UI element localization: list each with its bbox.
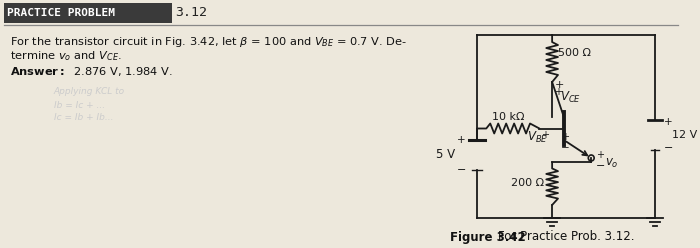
Text: 3.12: 3.12 — [175, 6, 207, 20]
Text: Applying KCL to: Applying KCL to — [54, 88, 125, 96]
Text: −: − — [456, 165, 466, 175]
Text: +: + — [596, 150, 604, 160]
Text: −: − — [596, 161, 606, 171]
Text: 500 Ω: 500 Ω — [558, 49, 591, 59]
Text: +: + — [554, 87, 562, 97]
Text: PRACTICE PROBLEM: PRACTICE PROBLEM — [7, 8, 115, 19]
Bar — [4, 3, 172, 23]
Text: −: − — [664, 143, 673, 153]
Text: For the transistor circuit in Fig. 3.42, let $\beta$ = 100 and $V_{BE}$ = 0.7 V.: For the transistor circuit in Fig. 3.42,… — [10, 35, 407, 49]
Text: 12 V: 12 V — [672, 130, 698, 140]
Text: Ib = Ic + ...: Ib = Ic + ... — [54, 100, 105, 110]
Text: 5 V: 5 V — [436, 149, 455, 161]
Text: +: + — [561, 131, 569, 142]
Text: +: + — [541, 130, 550, 141]
Text: Ic = Ib + Ib...: Ic = Ib + Ib... — [54, 114, 113, 123]
Text: 200 Ω: 200 Ω — [511, 179, 544, 188]
Text: +: + — [664, 117, 672, 127]
Text: $\mathbf{Answer:}$  2.876 V, 1.984 V.: $\mathbf{Answer:}$ 2.876 V, 1.984 V. — [10, 65, 173, 79]
Text: +: + — [555, 80, 564, 90]
Text: termine $v_o$ and $V_{CE}$.: termine $v_o$ and $V_{CE}$. — [10, 49, 122, 63]
Text: $V_{BE}$: $V_{BE}$ — [526, 129, 547, 145]
Text: 10 kΩ: 10 kΩ — [492, 113, 524, 123]
Text: For Practice Prob. 3.12.: For Practice Prob. 3.12. — [498, 230, 635, 244]
Text: $V_{CE}$: $V_{CE}$ — [560, 90, 581, 105]
Text: Figure 3.42: Figure 3.42 — [449, 230, 525, 244]
Text: −: − — [561, 143, 570, 153]
Text: +: + — [457, 135, 466, 145]
Text: $v_o$: $v_o$ — [605, 156, 619, 170]
